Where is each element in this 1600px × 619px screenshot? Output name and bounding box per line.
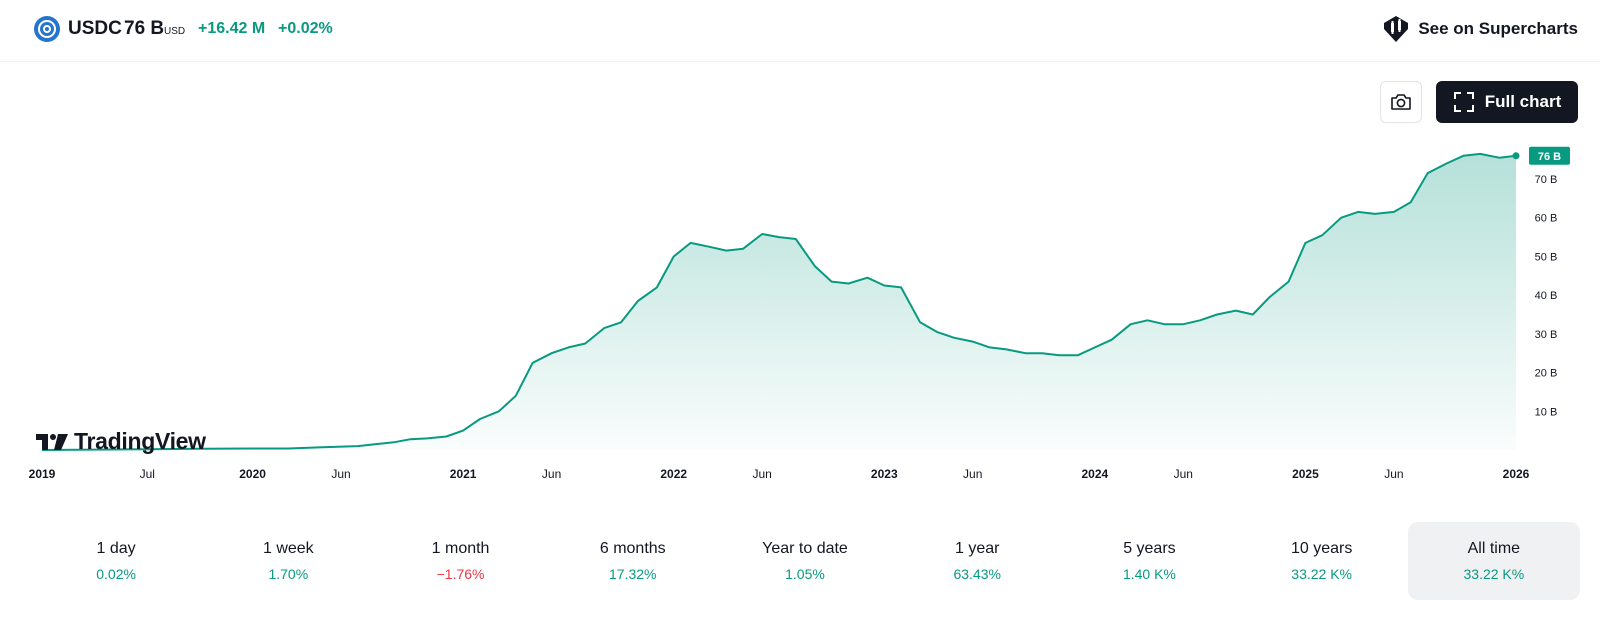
period-label: 1 year [954, 540, 1000, 557]
price-value: 76 B [124, 18, 165, 39]
x-tick-label: 2025 [1292, 467, 1319, 481]
period-change-value: 1.70% [268, 566, 309, 582]
period-button[interactable]: 10 years 33.22 K% [1236, 522, 1408, 600]
last-value-badge [1529, 146, 1570, 165]
area-fill [42, 153, 1516, 450]
full-chart-button[interactable]: Full chart [1436, 81, 1578, 123]
full-chart-label: Full chart [1484, 92, 1562, 111]
x-tick-label: Jun [963, 467, 982, 481]
period-button[interactable]: 5 years 1.40 K% [1063, 522, 1235, 600]
period-button[interactable]: 1 week 1.70% [202, 522, 374, 600]
period-change-value: −1.76% [436, 566, 485, 582]
series-line [41, 152, 1517, 451]
y-tick-label: 20 B [1535, 368, 1558, 380]
x-tick-label: 2020 [239, 467, 266, 481]
period-change-value: 33.22 K% [1463, 566, 1525, 582]
y-tick-label: 40 B [1535, 290, 1558, 302]
period-label: 6 months [599, 540, 666, 557]
period-change-value: 0.02% [96, 566, 136, 582]
period-change-value: 17.32% [609, 566, 657, 582]
period-button[interactable]: 1 day 0.02% [30, 522, 202, 600]
x-tick-label: Jun [331, 467, 350, 481]
period-button[interactable]: 1 month −1.76% [374, 522, 546, 600]
y-tick-label: 60 B [1535, 213, 1558, 225]
period-label: 10 years [1290, 540, 1353, 557]
tradingview-logo[interactable]: TradingView [36, 428, 206, 455]
usdc-coin-icon [34, 16, 60, 42]
x-tick-label: Jun [1174, 467, 1193, 481]
fullscreen-icon [1453, 92, 1474, 112]
period-change-value: 63.43% [953, 566, 1001, 582]
period-label: 1 month [431, 540, 490, 557]
y-tick-label: 30 B [1535, 329, 1558, 341]
change-absolute: +16.42 M [198, 20, 266, 37]
see-on-supercharts-link[interactable]: See on Supercharts [1382, 14, 1578, 44]
period-change-value: 33.22 K% [1291, 566, 1352, 582]
period-label: Year to date [762, 540, 848, 557]
currency-label: USD [164, 26, 186, 37]
x-tick-label: 2019 [29, 467, 56, 481]
x-tick-label: Jul [140, 467, 155, 481]
y-tick-label: 10 B [1535, 406, 1558, 418]
camera-icon [1391, 94, 1411, 110]
period-performance-row: 1 day 0.02% 1 week 1.70% 1 month −1.76% 6 mont… [30, 522, 1580, 600]
x-tick-label: 2026 [1503, 467, 1530, 481]
supercharts-icon [1384, 16, 1409, 42]
period-change-value: 1.05% [785, 566, 825, 582]
symbol-name: USDC [68, 18, 122, 39]
change-percent: +0.02% [278, 20, 333, 37]
last-value-label: 76 B [1538, 151, 1561, 163]
period-label: 5 years [1123, 540, 1176, 557]
period-change-value: 1.40 K% [1122, 566, 1176, 582]
y-tick-label: 50 B [1535, 251, 1558, 263]
period-label: All time [1467, 540, 1521, 557]
x-tick-label: 2021 [450, 467, 477, 481]
supercharts-label: See on Supercharts [1418, 19, 1578, 38]
x-tick-label: Jun [1384, 467, 1403, 481]
x-tick-label: Jun [752, 467, 771, 481]
x-tick-label: 2022 [660, 467, 687, 481]
area-chart: 10 B 20 B 30 B 40 B 50 B 60 B 70 B 76 B 2019 Jul… [29, 146, 1570, 481]
x-tick-label: 2024 [1082, 467, 1109, 481]
period-button[interactable]: 1 year 63.43% [891, 522, 1063, 600]
period-button[interactable]: 6 months 17.32% [547, 522, 719, 600]
y-tick-label: 70 B [1535, 174, 1558, 186]
snapshot-button[interactable] [1380, 81, 1422, 123]
period-label: 1 week [262, 540, 314, 557]
last-value-dot [1512, 152, 1520, 160]
symbol-header: USDC 76 B USD +16.42 M +0.02% See on Sup… [0, 0, 1600, 62]
x-tick-label: 2023 [871, 467, 898, 481]
period-button[interactable]: Year to date 1.05% [719, 522, 891, 600]
tradingview-logo-icon [36, 433, 68, 450]
period-button[interactable]: All time 33.22 K% [1407, 522, 1580, 600]
tradingview-logo-text: TradingView [74, 428, 206, 454]
x-tick-label: Jun [542, 467, 561, 481]
period-label: 1 day [96, 540, 136, 557]
